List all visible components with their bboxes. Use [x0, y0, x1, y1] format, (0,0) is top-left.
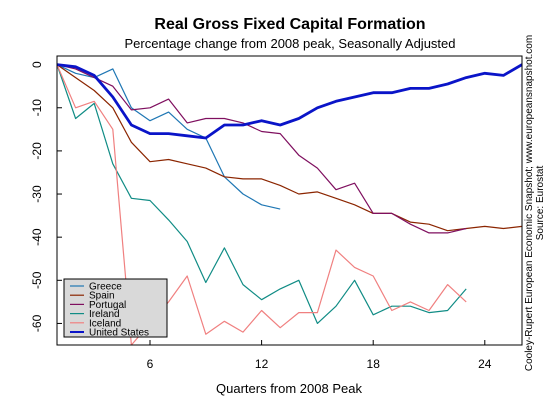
legend: GreeceSpainPortugalIrelandIcelandUnited …: [63, 278, 168, 339]
plot-frame: [56, 55, 523, 346]
x-tick-label: 6: [147, 357, 154, 371]
legend-label-ireland: Ireland: [89, 309, 120, 320]
chart-subtitle: Percentage change from 2008 peak, Season…: [124, 36, 456, 51]
y-tick-label: -20: [30, 142, 44, 160]
series-line-iceland: [57, 64, 467, 345]
attribution-text: Cooley-Rupert European Economic Snapshot…: [524, 34, 535, 371]
source-note: Cooley-Rupert European Economic Snapshot…: [524, 34, 546, 370]
series-line-united-states: [57, 63, 522, 140]
source-text: Source: Eurostat: [535, 165, 546, 240]
source-note-text: Cooley-Rupert European Economic Snapshot…: [524, 34, 546, 370]
series-line-spain: [57, 64, 522, 232]
y-tick-label: -10: [30, 99, 44, 117]
legend-label-greece: Greece: [89, 282, 122, 293]
x-axis-label: Quarters from 2008 Peak: [216, 381, 362, 396]
legend-label-united-states: United States: [89, 328, 149, 339]
y-tick-label: -60: [30, 314, 44, 332]
y-tick-label: -50: [30, 271, 44, 289]
legend-label-iceland: Iceland: [89, 318, 121, 329]
chart-title: Real Gross Fixed Capital Formation: [154, 16, 426, 33]
y-tick-label: -30: [30, 185, 44, 203]
legend-label-portugal: Portugal: [89, 300, 126, 311]
y-tick-label: 0: [30, 61, 44, 68]
legend-label-spain: Spain: [89, 291, 115, 302]
y-tick-label: -40: [30, 228, 44, 246]
series-layer: [57, 63, 522, 345]
series-line-greece: [57, 64, 281, 210]
x-tick-label: 24: [478, 357, 492, 371]
series-line-portugal: [57, 64, 467, 234]
legend-box: [63, 278, 168, 338]
series-line-ireland: [57, 64, 467, 324]
x-tick-label: 18: [367, 357, 381, 371]
x-tick-label: 12: [255, 357, 269, 371]
axes-layer: 6 12 18 24 0 -10 -20 -30 -40 -50 -60: [30, 61, 492, 371]
